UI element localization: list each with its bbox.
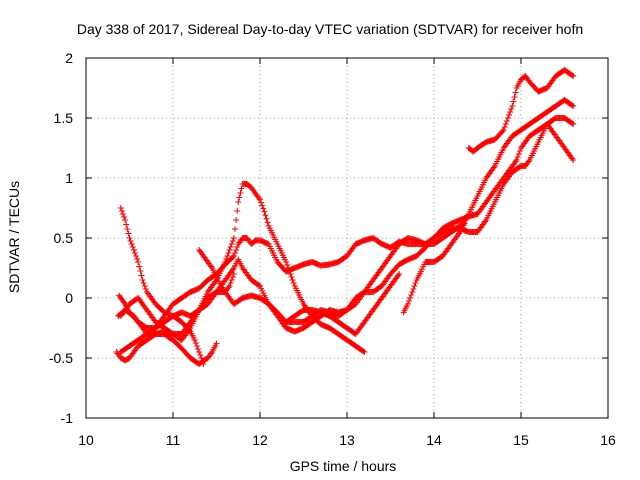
y-axis-label: SDTVAR / TECUs (6, 181, 22, 293)
y-tick-label: 1 (65, 170, 73, 186)
grid-layer (86, 58, 608, 418)
data-points (400, 97, 577, 316)
data-points (113, 331, 220, 367)
x-tick-label: 12 (252, 432, 268, 448)
y-tick-labels: -1 -0.5 0 0.5 1 1.5 2 (49, 50, 73, 426)
y-tick-label: 1.5 (54, 110, 74, 126)
data-points (196, 247, 237, 295)
series-arc-7 (196, 247, 237, 295)
x-tick-label: 15 (513, 432, 529, 448)
y-tick-label: -1 (61, 410, 74, 426)
y-tick-label: 0.5 (54, 230, 74, 246)
y-tick-label: 0 (65, 290, 73, 306)
x-tick-label: 14 (426, 432, 442, 448)
series-arc-6 (113, 331, 220, 367)
data-points (465, 67, 577, 155)
tick-layer (85, 57, 609, 419)
chart-title: Day 338 of 2017, Sidereal Day-to-day VTE… (77, 21, 583, 37)
series-arc-10 (465, 67, 577, 155)
series-arc-9 (400, 97, 577, 316)
points-layer (113, 67, 577, 367)
series-arc-8 (283, 271, 403, 337)
x-tick-label: 16 (600, 432, 616, 448)
x-tick-labels: 10 11 12 13 14 15 16 (78, 432, 616, 448)
x-tick-label: 10 (78, 432, 94, 448)
data-points (117, 205, 207, 367)
x-tick-label: 11 (166, 432, 181, 448)
y-tick-label: -0.5 (49, 350, 73, 366)
x-tick-label: 13 (339, 432, 355, 448)
series-arc-5 (117, 205, 207, 367)
data-points (283, 271, 403, 337)
x-axis-label: GPS time / hours (290, 458, 397, 474)
y-tick-label: 2 (65, 50, 73, 66)
